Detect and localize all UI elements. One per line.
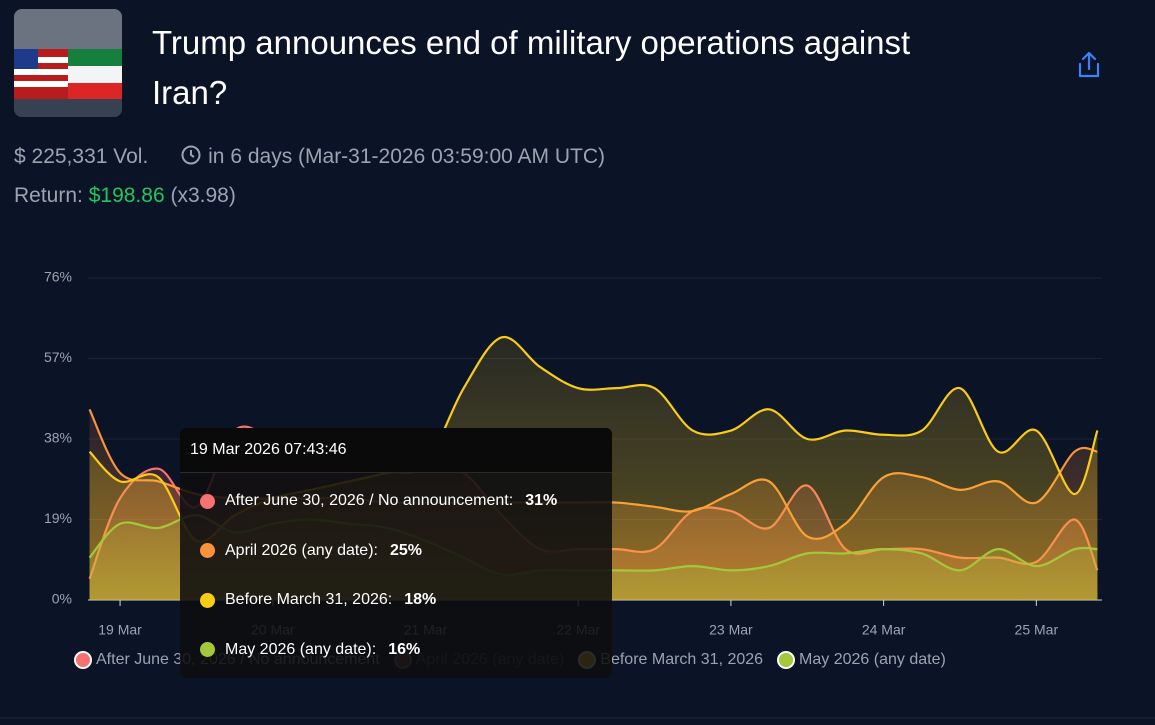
tooltip-swatch (200, 543, 215, 558)
x-tick-label: 23 Mar (709, 622, 753, 638)
legend-item: May 2026 (any date) (777, 651, 946, 669)
tooltip-value: 18% (404, 591, 437, 608)
legend-swatch (777, 651, 796, 669)
market-title: Trump announces end of military operatio… (152, 24, 911, 111)
tooltip-label: Before March 31, 2026: (225, 591, 393, 608)
clock-icon (181, 145, 201, 165)
tooltip: 19 Mar 2026 07:43:46 After June 30, 2026… (180, 428, 612, 678)
volume: $ 225,331 Vol. (14, 145, 149, 168)
y-tick-label: 57% (44, 349, 72, 365)
tooltip-title: 19 Mar 2026 07:43:46 (180, 428, 612, 473)
tooltip-label: April 2026 (any date): (225, 541, 378, 559)
return-multiple: (x3.98) (170, 184, 236, 207)
legend-swatch (74, 651, 92, 669)
x-tick-label: 19 Mar (98, 622, 142, 638)
return-info: Return: $198.86 (x3.98) (14, 184, 236, 208)
tooltip-row: May 2026 (any date): 16% (200, 641, 420, 659)
tooltip-value: 31% (525, 492, 558, 509)
legend-label: Before March 31, 2026 (600, 651, 764, 668)
legend-label: May 2026 (any date) (799, 651, 946, 668)
y-tick-label: 76% (44, 269, 72, 285)
tooltip-row: After June 30, 2026 / No announcement: 31… (200, 492, 557, 510)
tooltip-label: After June 30, 2026 / No announcement: (225, 492, 514, 509)
tooltip-value: 16% (388, 640, 421, 658)
tooltip-row: Before March 31, 2026: 18% (200, 591, 436, 609)
y-tick-label: 19% (44, 510, 72, 526)
tooltip-swatch (200, 493, 215, 509)
return-value: $198.86 (88, 184, 165, 207)
market-meta: $ 225,331 Vol. in 6 days (Mar-31-2026 03… (14, 144, 605, 169)
x-tick-label: 25 Mar (1015, 622, 1059, 638)
tooltip-row: April 2026 (any date): 25% (200, 542, 422, 560)
share-button[interactable] (1074, 50, 1104, 80)
market-thumbnail (14, 9, 122, 117)
tooltip-label: May 2026 (any date): (225, 640, 377, 658)
x-tick-label: 24 Mar (862, 622, 906, 638)
tooltip-value: 25% (389, 541, 423, 559)
y-tick-label: 38% (44, 430, 72, 446)
return-label: Return: (14, 184, 83, 207)
tooltip-swatch (200, 642, 215, 657)
tooltip-swatch (200, 592, 215, 608)
countdown: in 6 days (Mar-31-2026 03:59:00 AM UTC) (208, 145, 605, 168)
y-tick-label: 0% (52, 591, 72, 607)
